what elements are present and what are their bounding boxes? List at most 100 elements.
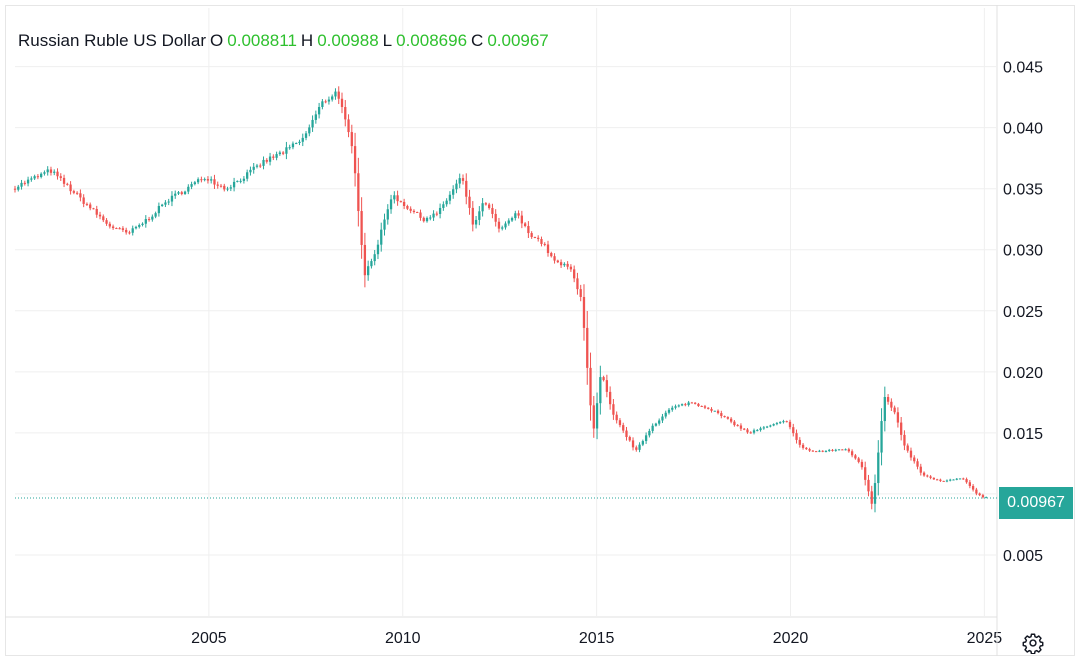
candle-body (13, 188, 17, 190)
candle-body (635, 447, 638, 450)
candle-body (265, 159, 268, 162)
candle-body (674, 406, 677, 408)
candle-body (687, 402, 690, 406)
candle-body (775, 423, 779, 425)
candle-body (939, 479, 942, 481)
candle-body (409, 208, 412, 211)
candle-body (900, 422, 903, 435)
candle-body (903, 434, 906, 446)
candle-body (883, 396, 886, 422)
candle-body (618, 420, 622, 426)
candle-body (540, 239, 543, 244)
low-value: 0.008696 (396, 31, 468, 50)
candle-body (533, 237, 537, 239)
candle-body (690, 402, 694, 404)
candle-body (59, 176, 62, 178)
candle-body (170, 195, 174, 202)
last-price-badge: 0.00967 (999, 487, 1073, 519)
candle-body (46, 169, 49, 173)
candle-body (321, 101, 324, 107)
candle-body (566, 263, 569, 267)
candle-body (363, 244, 367, 276)
y-tick-label: 0.030 (1003, 243, 1043, 260)
candle-body (337, 91, 340, 99)
candle-body (353, 146, 357, 174)
candle-body (644, 435, 648, 442)
candle-body (481, 203, 484, 212)
candle-body (978, 493, 981, 496)
candle-body (236, 180, 239, 182)
open-value: 0.008811 (227, 31, 297, 50)
candle-body (517, 213, 520, 216)
candle-body (631, 440, 635, 448)
candle-body (850, 451, 854, 456)
candle-body (981, 495, 985, 498)
candle-body (831, 449, 834, 451)
candle-body (729, 418, 733, 422)
candle-body (510, 218, 514, 221)
candle-body (945, 480, 949, 482)
y-tick-label: 0.040 (1003, 121, 1043, 138)
candle-body (563, 263, 566, 266)
candle-body (242, 178, 246, 181)
candle-body (416, 212, 419, 214)
candle-body (680, 404, 684, 406)
candle-body (406, 205, 409, 209)
candle-body (66, 183, 69, 185)
candle-body (726, 417, 730, 419)
candle-body (602, 377, 605, 381)
candle-body (442, 204, 445, 208)
candle-body (121, 228, 125, 230)
candle-body (291, 143, 295, 148)
candle-body (164, 202, 167, 205)
candle-body (733, 421, 736, 426)
candle-body (710, 408, 713, 411)
candle-body (739, 425, 743, 429)
candle-body (579, 289, 582, 297)
candle-body (985, 497, 988, 499)
candle-body (553, 256, 556, 261)
candle-body (380, 229, 383, 245)
candle-body (180, 192, 183, 194)
candle-body (396, 195, 399, 202)
candle-body (177, 192, 180, 194)
candle-body (89, 204, 92, 209)
candle-body (383, 219, 386, 230)
candle-body (370, 261, 373, 267)
close-label: C (471, 31, 484, 50)
candle-body (932, 477, 936, 480)
candle-body (638, 444, 641, 450)
ohlc-legend: Russian Ruble US Dollar O 0.008811 H 0.00988… (18, 31, 553, 51)
candle-body (174, 193, 177, 196)
x-tick-label: 2025 (967, 630, 1003, 647)
candle-body (573, 269, 576, 279)
candle-body (79, 193, 82, 198)
candle-body (759, 428, 762, 431)
open-label: O (210, 31, 224, 50)
candle-body (746, 429, 749, 433)
high-label: H (300, 31, 314, 50)
candle-body (445, 200, 448, 205)
candle-body (671, 407, 674, 410)
candle-body (471, 207, 474, 225)
candle-body (246, 172, 249, 179)
candle-body (134, 226, 138, 229)
candle-body (298, 141, 301, 144)
candle-body (131, 228, 134, 233)
candle-body (520, 215, 523, 224)
gear-icon[interactable] (1022, 632, 1044, 655)
candle-body (141, 223, 144, 225)
candle-body (664, 412, 667, 417)
candle-body (314, 114, 317, 120)
candle-body (592, 405, 595, 429)
candle-body (641, 441, 644, 445)
candle-body (147, 219, 151, 221)
candle-body (216, 184, 219, 186)
candle-body (716, 410, 720, 414)
candle-body (779, 422, 782, 424)
candle-body (769, 425, 772, 427)
candle-body (736, 425, 739, 427)
candle-body (30, 178, 33, 180)
candle-body (756, 430, 759, 432)
